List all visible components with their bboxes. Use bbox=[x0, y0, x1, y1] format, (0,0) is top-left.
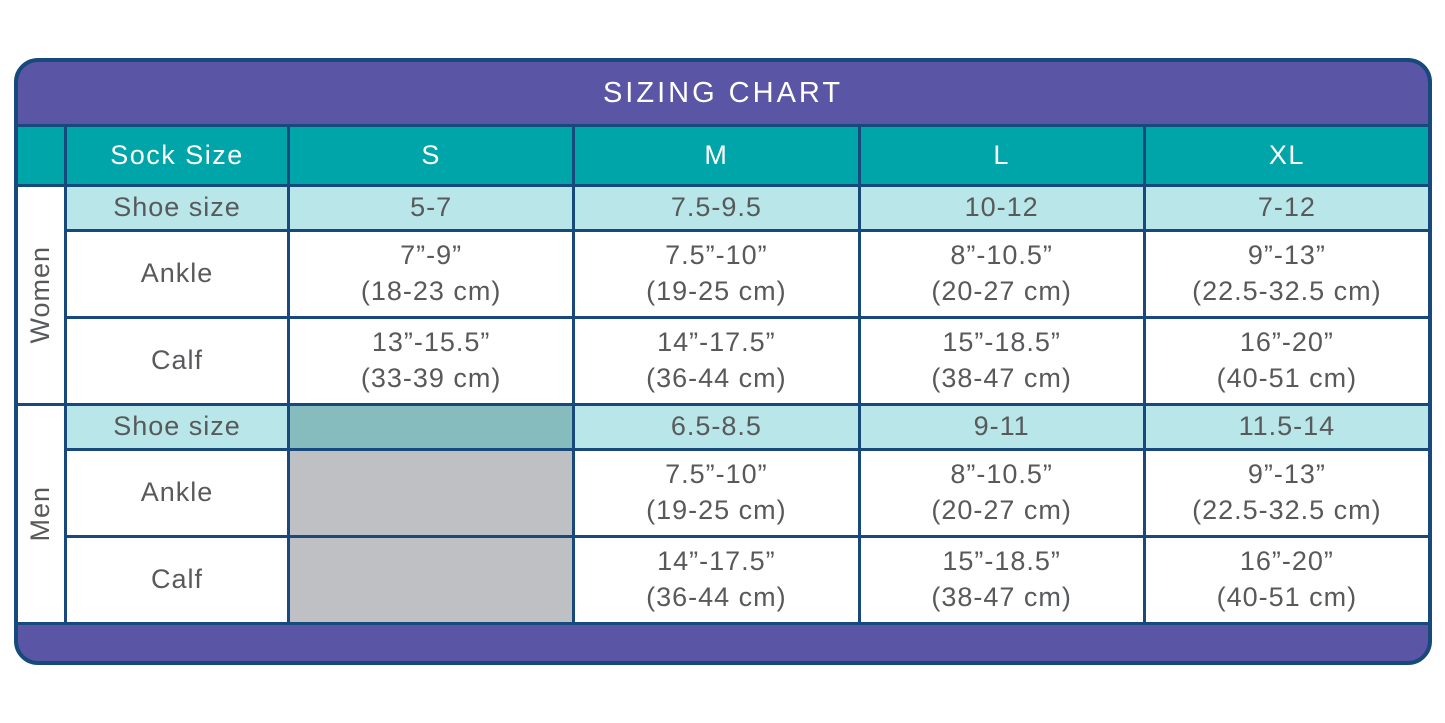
cell-line1: 15”-18.5” bbox=[942, 546, 1061, 577]
cell-line2: (38-47 cm) bbox=[931, 582, 1072, 612]
cell-line2: (22.5-32.5 cm) bbox=[1192, 495, 1382, 525]
cell-women-calf-m: 14”-17.5” (36-44 cm) bbox=[575, 319, 858, 403]
cell-men-shoe-s-empty bbox=[290, 406, 573, 448]
cell-line1: 7.5”-10” bbox=[665, 459, 768, 490]
cell-line1: 14”-17.5” bbox=[657, 546, 776, 577]
column-header-s: S bbox=[290, 127, 573, 184]
cell-line1: 9”-13” bbox=[1247, 459, 1326, 490]
cell-women-calf-s: 13”-15.5” (33-39 cm) bbox=[290, 319, 573, 403]
group-label-women: Women bbox=[25, 246, 56, 344]
column-header-sock-size: Sock Size bbox=[67, 127, 287, 184]
cell-line2: (20-27 cm) bbox=[931, 276, 1072, 306]
cell-women-ankle-xl: 9”-13” (22.5-32.5 cm) bbox=[1145, 232, 1428, 316]
row-label-women-shoe-size: Shoe size bbox=[67, 187, 287, 229]
cell-men-calf-m: 14”-17.5” (36-44 cm) bbox=[575, 538, 858, 622]
sizing-table: Sock Size S M L XL Women Shoe size 5-7 7… bbox=[18, 127, 1428, 622]
cell-line2: (40-51 cm) bbox=[1216, 363, 1358, 393]
row-label-men-shoe-size: Shoe size bbox=[67, 406, 287, 448]
column-header-xl: XL bbox=[1145, 127, 1428, 184]
row-label-men-calf: Calf bbox=[67, 538, 287, 622]
cell-line1: 8”-10.5” bbox=[950, 459, 1053, 490]
cell-men-calf-s-empty bbox=[290, 538, 573, 622]
cell-men-calf-l: 15”-18.5” (38-47 cm) bbox=[860, 538, 1143, 622]
group-label-men: Men bbox=[25, 486, 56, 542]
cell-men-ankle-s-empty bbox=[290, 451, 573, 535]
cell-line1: 8”-10.5” bbox=[950, 240, 1053, 271]
cell-line2: (18-23 cm) bbox=[360, 276, 502, 306]
cell-men-ankle-l: 8”-10.5” (20-27 cm) bbox=[860, 451, 1143, 535]
chart-title-bar: SIZING CHART bbox=[18, 62, 1428, 124]
cell-men-calf-xl: 16”-20” (40-51 cm) bbox=[1145, 538, 1428, 622]
cell-women-shoe-s: 5-7 bbox=[290, 187, 573, 229]
cell-men-ankle-xl: 9”-13” (22.5-32.5 cm) bbox=[1145, 451, 1428, 535]
cell-line1: 16”-20” bbox=[1239, 327, 1334, 358]
sizing-chart-card: SIZING CHART Sock Size S M L XL Women Sh… bbox=[14, 58, 1432, 665]
column-header-m: M bbox=[575, 127, 858, 184]
cell-line2: (19-25 cm) bbox=[646, 276, 787, 306]
cell-line2: (33-39 cm) bbox=[360, 363, 502, 393]
cell-women-calf-l: 15”-18.5” (38-47 cm) bbox=[860, 319, 1143, 403]
cell-women-shoe-l: 10-12 bbox=[860, 187, 1143, 229]
cell-line1: 13”-15.5” bbox=[371, 327, 491, 358]
cell-line1: 14”-17.5” bbox=[657, 327, 776, 358]
row-label-women-calf: Calf bbox=[67, 319, 287, 403]
cell-men-shoe-l: 9-11 bbox=[860, 406, 1143, 448]
cell-women-shoe-m: 7.5-9.5 bbox=[575, 187, 858, 229]
cell-women-ankle-m: 7.5”-10” (19-25 cm) bbox=[575, 232, 858, 316]
cell-line2: (36-44 cm) bbox=[646, 582, 787, 612]
row-label-men-ankle: Ankle bbox=[67, 451, 287, 535]
row-label-women-ankle: Ankle bbox=[67, 232, 287, 316]
cell-women-shoe-xl: 7-12 bbox=[1145, 187, 1428, 229]
cell-line1: 7.5”-10” bbox=[665, 240, 768, 271]
cell-line2: (20-27 cm) bbox=[931, 495, 1072, 525]
column-header-l: L bbox=[860, 127, 1143, 184]
cell-line2: (40-51 cm) bbox=[1216, 582, 1358, 612]
cell-men-shoe-m: 6.5-8.5 bbox=[575, 406, 858, 448]
cell-line1: 9”-13” bbox=[1247, 240, 1326, 271]
cell-men-ankle-m: 7.5”-10” (19-25 cm) bbox=[575, 451, 858, 535]
cell-line2: (22.5-32.5 cm) bbox=[1192, 276, 1382, 306]
group-cell-men: Men bbox=[18, 406, 64, 622]
cell-line2: (38-47 cm) bbox=[931, 363, 1072, 393]
table-corner-cell bbox=[18, 127, 64, 184]
cell-men-shoe-xl: 11.5-14 bbox=[1145, 406, 1428, 448]
cell-women-calf-xl: 16”-20” (40-51 cm) bbox=[1145, 319, 1428, 403]
cell-line2: (36-44 cm) bbox=[646, 363, 787, 393]
cell-line2: (19-25 cm) bbox=[646, 495, 787, 525]
group-cell-women: Women bbox=[18, 187, 64, 403]
cell-line1: 15”-18.5” bbox=[942, 327, 1061, 358]
cell-line1: 16”-20” bbox=[1239, 546, 1334, 577]
cell-line1: 7”-9” bbox=[400, 240, 463, 271]
cell-women-ankle-l: 8”-10.5” (20-27 cm) bbox=[860, 232, 1143, 316]
chart-title: SIZING CHART bbox=[602, 76, 844, 109]
cell-women-ankle-s: 7”-9” (18-23 cm) bbox=[290, 232, 573, 316]
chart-footer-bar bbox=[18, 625, 1428, 661]
